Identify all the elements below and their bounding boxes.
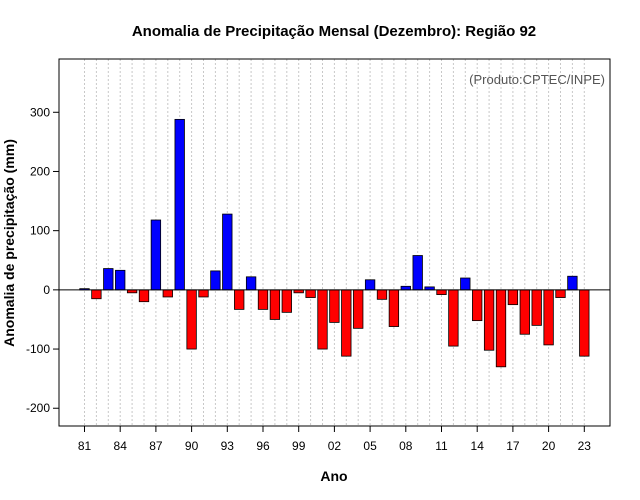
y-tick-label: 100 [30, 224, 50, 238]
bar-series [79, 118, 590, 368]
bar-1986 [138, 289, 150, 303]
y-axis-label: Anomalia de precipitação (mm) [1, 139, 17, 347]
x-tick-label: 81 [78, 439, 92, 453]
x-tick-label: 23 [578, 439, 592, 453]
bar-1997 [269, 289, 281, 320]
bar-2000 [305, 289, 316, 298]
bar-1991 [198, 289, 209, 298]
bar-2001 [317, 289, 328, 350]
bar-2007 [388, 289, 400, 327]
x-tick-label: 84 [114, 439, 128, 453]
x-tick-label: 20 [542, 439, 556, 453]
bar-2016 [495, 289, 507, 368]
x-tick-label: 14 [471, 439, 485, 453]
x-axis: 81 84 87 90 93 96 99 02 05 08 11 14 17 20 23 [78, 426, 591, 453]
bar-1988 [162, 289, 173, 298]
x-tick-label: 93 [221, 439, 235, 453]
y-axis: -200 -100 0 100 200 300 [26, 105, 59, 415]
bar-2019 [531, 289, 542, 326]
bar-2022 [567, 275, 578, 291]
bar-1982 [91, 289, 102, 300]
bar-1995 [245, 276, 257, 291]
x-tick-label: 02 [328, 439, 342, 453]
x-tick-label: 17 [506, 439, 520, 453]
y-tick-label: 300 [30, 105, 50, 119]
bar-2012 [448, 289, 459, 347]
bar-1989 [174, 118, 185, 291]
bar-2002 [329, 289, 340, 323]
credit-label: (Produto:CPTEC/INPE) [469, 72, 605, 87]
x-tick-label: 90 [185, 439, 199, 453]
bar-2014 [472, 289, 483, 322]
x-tick-label: 08 [399, 439, 413, 453]
bar-2017 [507, 289, 519, 306]
vertical-grid [84, 59, 585, 426]
y-tick-label: 200 [30, 164, 50, 178]
bar-2005 [364, 279, 376, 291]
bar-2003 [341, 289, 352, 357]
bar-1996 [257, 289, 269, 310]
y-tick-label: -200 [26, 401, 50, 415]
x-tick-label: 05 [363, 439, 377, 453]
bar-2018 [519, 289, 530, 335]
x-tick-label: 11 [435, 439, 448, 453]
bar-2023 [579, 289, 590, 357]
bar-2008 [400, 285, 411, 291]
x-tick-label: 87 [149, 439, 163, 453]
bar-2021 [555, 289, 566, 298]
bar-1983 [103, 268, 114, 291]
bar-1992 [210, 270, 221, 291]
bar-2015 [483, 289, 495, 351]
bar-2013 [460, 277, 471, 291]
bar-1998 [281, 289, 292, 313]
x-tick-label: 96 [256, 439, 270, 453]
bar-1994 [234, 289, 245, 310]
bar-2004 [353, 289, 364, 329]
bar-1990 [186, 289, 197, 350]
bar-2011 [436, 289, 447, 295]
y-tick-label: 0 [43, 283, 50, 297]
bar-2006 [376, 289, 388, 300]
y-tick-label: -100 [26, 342, 50, 356]
x-axis-label: Ano [320, 468, 347, 484]
chart-title: Anomalia de Precipitação Mensal (Dezembr… [132, 23, 536, 40]
bar-1984 [115, 269, 126, 291]
x-tick-label: 99 [292, 439, 306, 453]
bar-1993 [222, 213, 233, 291]
bar-2009 [412, 255, 423, 291]
plot-area-frame [58, 58, 611, 427]
bar-1987 [150, 219, 162, 291]
bar-2020 [543, 289, 554, 346]
